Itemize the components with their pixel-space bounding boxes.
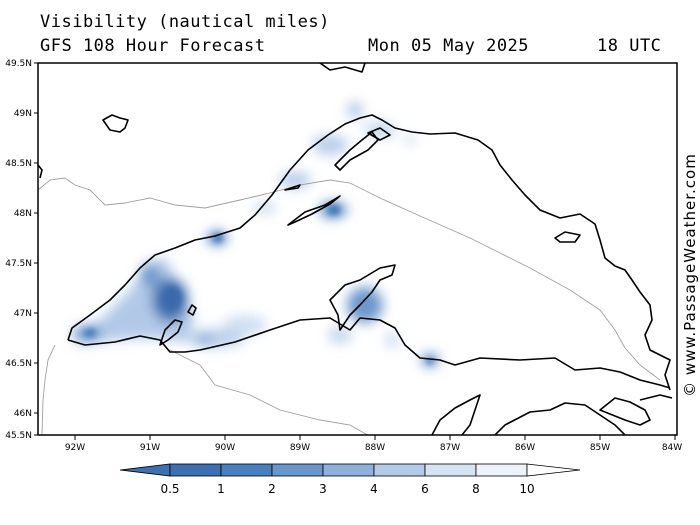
colorbar-bin xyxy=(424,463,477,477)
lat-label: 47.5N xyxy=(5,259,32,269)
colorbar-max-arrow xyxy=(526,463,581,477)
credit-watermark: © www.PassageWeather.com xyxy=(680,150,700,400)
lon-label: 92W xyxy=(65,443,85,453)
map-frame xyxy=(37,62,678,436)
lat-label: 46.5N xyxy=(5,359,32,369)
lon-label: 90W xyxy=(215,443,235,453)
colorbar-bin xyxy=(220,463,273,477)
colorbar-label: 0.5 xyxy=(160,482,179,496)
colorbar-label: 10 xyxy=(519,482,534,496)
latitude-axis: 49.5N 49N 48.5N 48N 47.5N 47N 46.5N 46N … xyxy=(5,59,38,441)
colorbar-bin xyxy=(475,463,528,477)
lat-label: 45.5N xyxy=(5,431,32,441)
colorbar-min-arrow xyxy=(119,463,171,477)
colorbar-legend xyxy=(119,463,581,477)
lon-label: 91W xyxy=(140,443,160,453)
visibility-shading xyxy=(70,102,439,367)
colorbar-label: 8 xyxy=(472,482,480,496)
colorbar-label: 2 xyxy=(268,482,276,496)
lat-label: 49N xyxy=(14,109,32,119)
colorbar-bin xyxy=(373,463,426,477)
lon-label: 85W xyxy=(590,443,610,453)
lat-label: 46N xyxy=(14,409,32,419)
longitude-axis: 92W 91W 90W 89W 88W 87W 86W 85W 84W xyxy=(65,435,682,453)
colorbar-bin xyxy=(169,463,222,477)
colorbar-label: 6 xyxy=(421,482,429,496)
lat-label: 48.5N xyxy=(5,159,32,169)
lon-label: 89W xyxy=(290,443,310,453)
lat-label: 49.5N xyxy=(5,59,32,69)
colorbar-bin xyxy=(322,463,375,477)
political-borders xyxy=(38,177,661,435)
colorbar-label: 3 xyxy=(319,482,327,496)
coastlines xyxy=(38,63,673,435)
lon-label: 88W xyxy=(365,443,385,453)
colorbar-label: 1 xyxy=(217,482,225,496)
lat-label: 48N xyxy=(14,209,32,219)
colorbar-bin xyxy=(271,463,324,477)
credit-text: © www.PassageWeather.com xyxy=(681,153,699,397)
lon-label: 87W xyxy=(440,443,460,453)
forecast-time: 18 UTC xyxy=(597,36,662,56)
forecast-date: Mon 05 May 2025 xyxy=(368,36,530,56)
lat-label: 47N xyxy=(14,309,32,319)
lon-label: 84W xyxy=(662,443,682,453)
map-title: Visibility (nautical miles) xyxy=(40,12,330,32)
colorbar-labels: 0.5 1 2 3 4 6 8 10 xyxy=(160,482,534,496)
lon-label: 86W xyxy=(515,443,535,453)
colorbar-label: 4 xyxy=(370,482,378,496)
forecast-model-label: GFS 108 Hour Forecast xyxy=(40,36,266,56)
